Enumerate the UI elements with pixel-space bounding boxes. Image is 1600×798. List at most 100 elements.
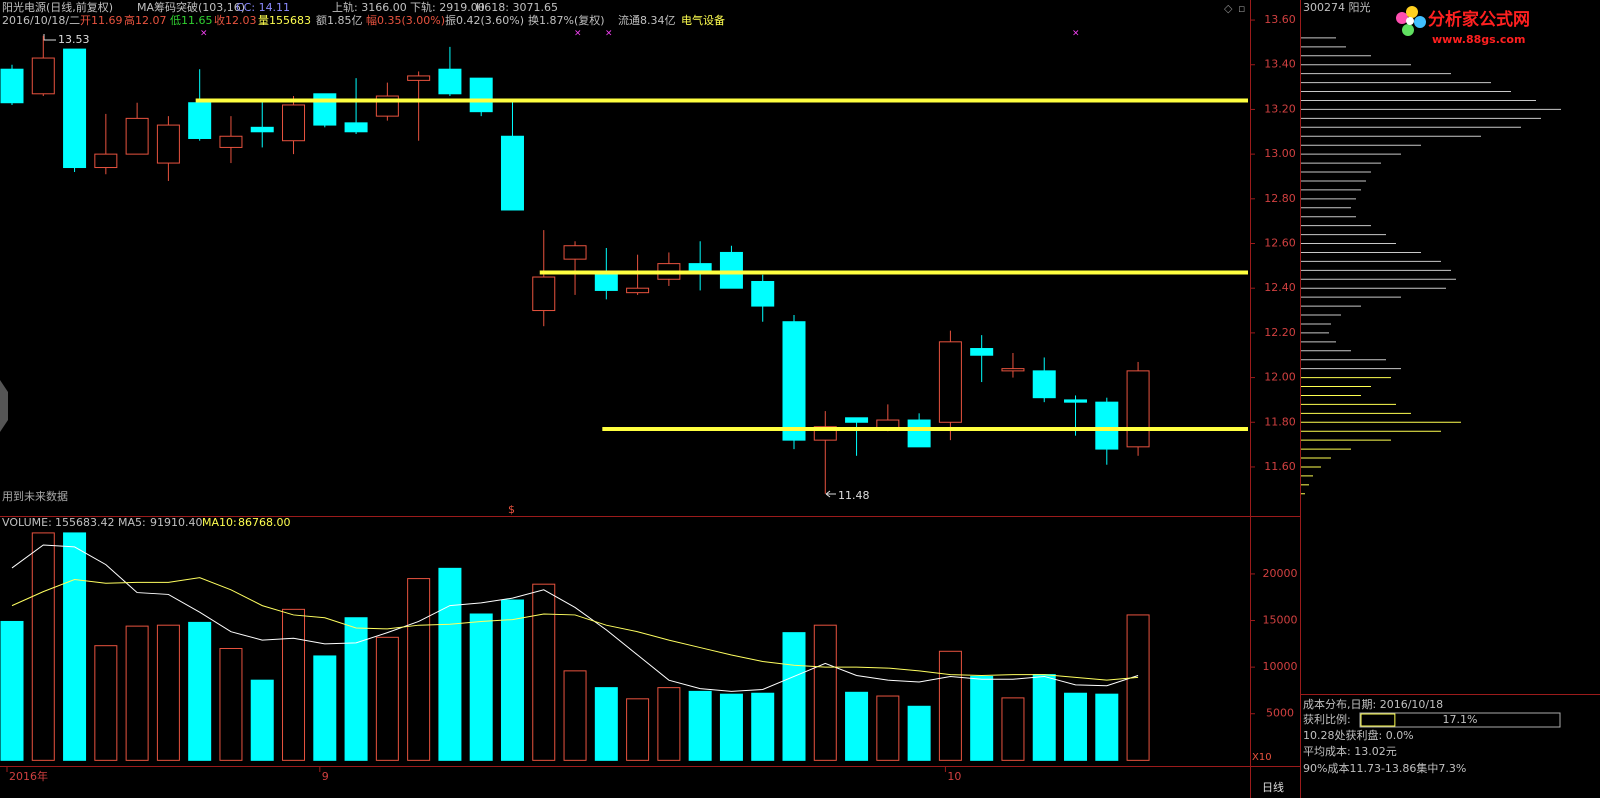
y-tick-label: 13.60 (1264, 13, 1296, 26)
candle-body (0, 68, 24, 104)
candle-body (500, 135, 524, 211)
x-tick-label: 9 (322, 770, 329, 783)
side-text: 平均成本: 13.02元 (1303, 744, 1397, 758)
marker: × (200, 29, 208, 39)
header-text: H618: 3071.65 (476, 1, 558, 14)
profit-bar (1360, 713, 1396, 727)
header-text: 收12.03 (214, 13, 257, 27)
volume-bar (657, 687, 681, 761)
candle-body (188, 102, 212, 139)
annotation-arrow (43, 34, 56, 41)
volume-bar (94, 645, 118, 761)
y-tick-label: 12.00 (1264, 371, 1296, 384)
logo-petal (1414, 16, 1426, 28)
logo (1396, 6, 1426, 36)
candle-body (31, 57, 55, 95)
volume-bar (31, 532, 55, 761)
side-text: 10.28处获利盘: 0.0% (1303, 728, 1414, 742)
icon[interactable]: ▫ (1238, 2, 1245, 15)
volume-bar (813, 624, 837, 761)
header-text: 电气设备 (681, 13, 725, 27)
annotation-arrow (825, 490, 836, 498)
volume-bar (532, 583, 556, 761)
y-tick-label: 15000 (1263, 614, 1298, 627)
y-tick-label: 13.20 (1264, 102, 1296, 115)
side-text: 获利比例: (1303, 712, 1351, 726)
candle-body (594, 272, 618, 291)
y-tick-label: 10000 (1263, 660, 1298, 673)
volume-bar (1064, 692, 1088, 761)
volume-bar (469, 613, 493, 761)
legend-text: VOLUME: (2, 516, 52, 529)
volume-bar (0, 620, 24, 761)
side-text: 成本分布,日期: 2016/10/18 (1303, 697, 1443, 711)
profit-value: 17.1% (1443, 713, 1478, 726)
volume-bar (563, 670, 587, 761)
annotation: X10 (1252, 752, 1272, 763)
period[interactable]: 日线 (1262, 780, 1284, 794)
volume-bar (688, 690, 712, 761)
header-text: 开11.69 (80, 14, 123, 27)
volume-bar (250, 679, 274, 761)
candle-body (938, 341, 962, 423)
logo-petal (1402, 24, 1414, 36)
volume-bar (438, 567, 462, 761)
legend-value: 86768.00 (238, 516, 291, 529)
header-text: 换1.87%(复权) (528, 13, 605, 27)
candle-body (563, 245, 587, 260)
volume-bar (1001, 697, 1025, 761)
candle-body (219, 135, 243, 148)
side-tab[interactable] (0, 380, 8, 432)
ma-line (11, 544, 1139, 692)
y-tick-label: 13.40 (1264, 58, 1296, 71)
volume-bar (156, 624, 180, 761)
volume-bar (907, 705, 931, 761)
candle-body (845, 417, 869, 423)
side-code: 300274 阳光 (1303, 0, 1371, 14)
candle-body (407, 75, 431, 81)
y-tick-label: 12.20 (1264, 326, 1296, 339)
candle-body (626, 287, 650, 294)
volume-bar (282, 608, 306, 761)
candle-body (782, 321, 806, 441)
volume-bar (719, 693, 743, 761)
logo-url: www.88gs.com (1432, 33, 1525, 46)
header-text: 上轨: 3166.00 (332, 0, 407, 14)
candle-body (532, 276, 556, 312)
volume-bar (1032, 674, 1056, 761)
y-tick-label: 11.60 (1264, 460, 1296, 473)
logo-petal (1406, 6, 1418, 18)
candle-body (1064, 399, 1088, 403)
volume-bar (125, 625, 149, 761)
candle-body (1126, 370, 1150, 448)
volume-bar (500, 599, 524, 761)
header-text: 阳光电源(日线,前复权) (2, 0, 113, 14)
candle-body (438, 68, 462, 95)
candle-body (1032, 370, 1056, 399)
candle-body (907, 419, 931, 448)
annotation: 11.48 (838, 489, 870, 502)
header-text: 低11.65 (170, 14, 213, 27)
volume-bar (63, 532, 87, 761)
header-text: 额1.85亿 (316, 14, 363, 27)
candle-body (970, 348, 994, 356)
y-tick-label: 13.00 (1264, 147, 1296, 160)
volume-bar (845, 691, 869, 761)
logo-center (1406, 17, 1414, 25)
candle-body (1001, 368, 1025, 372)
candle-body (250, 126, 274, 133)
legend-text: MA10: (202, 516, 237, 529)
volume-bar (751, 692, 775, 761)
legend-text: MA5: (118, 516, 146, 529)
y-tick-label: 20000 (1263, 567, 1298, 580)
y-tick-label: 11.80 (1264, 415, 1296, 428)
marker: × (605, 29, 613, 39)
candle-body (719, 251, 743, 289)
header-text: MA筹码突破(103,16) (137, 0, 245, 14)
volume-bar (594, 687, 618, 761)
candle-body (313, 93, 337, 126)
icon[interactable]: ◇ (1224, 2, 1233, 15)
header-text: CC: 14.11 (236, 1, 290, 14)
